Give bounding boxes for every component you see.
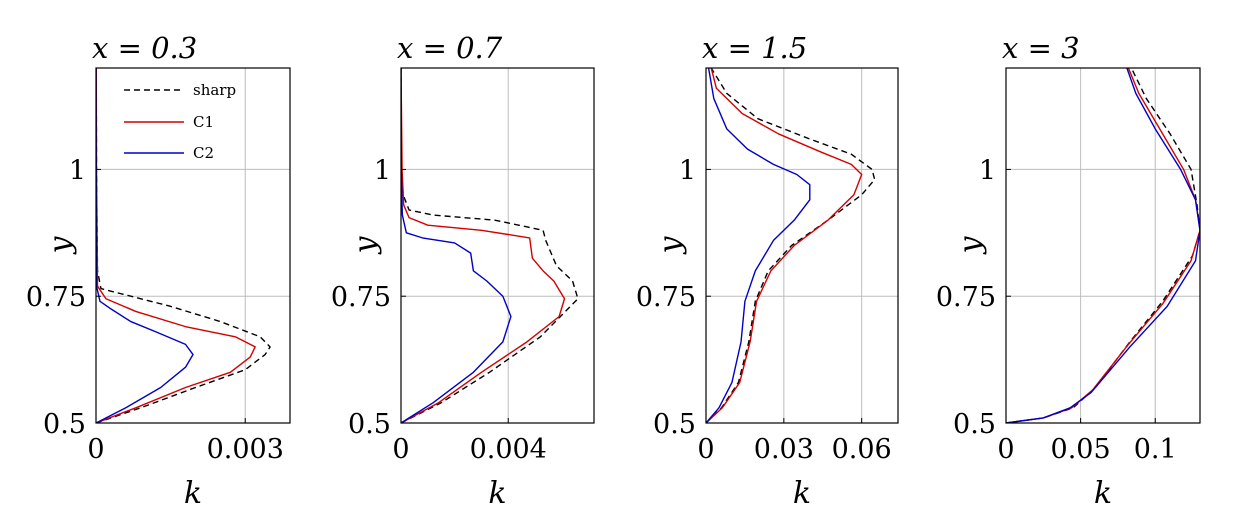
x-axis-label: k: [1094, 476, 1112, 511]
series-group: [1006, 68, 1200, 423]
legend-label-sharp: sharp: [193, 81, 236, 99]
series-line-sharp: [706, 68, 876, 423]
y-tick-label: 1: [374, 155, 391, 186]
x-axis-label: k: [184, 476, 202, 511]
series-line-c1: [1006, 68, 1200, 423]
series-line-sharp: [401, 68, 579, 423]
series-line-c1: [706, 68, 863, 423]
y-tick-label: 0.75: [636, 282, 696, 313]
y-axis-label: y: [653, 235, 688, 255]
x-tick-label: 0: [392, 434, 409, 465]
panel-1: 0 0.003 0.5 0.75 1 x = 0.3 k y sharp C1 C2: [26, 31, 291, 511]
panel-4: 0 0.05 0.1 0.5 0.75 1 x = 3 k y: [936, 31, 1201, 511]
series-line-c2: [96, 68, 194, 423]
y-tick-label: 1: [69, 155, 86, 186]
series-group: [96, 68, 271, 423]
axes-frame: [400, 67, 595, 424]
x-tick-label: 0.003: [207, 434, 284, 465]
axes-frame: [1005, 67, 1201, 424]
y-tick-label: 0.5: [43, 409, 86, 440]
x-tick-label: 0: [697, 434, 714, 465]
y-tick-label: 0.75: [331, 282, 391, 313]
chart-title: x = 0.7: [397, 31, 503, 65]
legend: sharp C1 C2: [124, 81, 236, 162]
series-group: [706, 68, 876, 423]
x-tick-label: 0: [87, 434, 104, 465]
x-tick-label: 0.004: [470, 434, 547, 465]
legend-label-c1: C1: [193, 113, 214, 131]
chart-title: x = 1.5: [702, 31, 807, 65]
series-line-sharp: [1006, 68, 1200, 423]
x-axis-label: k: [793, 476, 811, 511]
series-line-c2: [401, 68, 512, 423]
y-axis-label: y: [43, 235, 78, 255]
y-tick-label: 0.5: [653, 409, 696, 440]
y-axis-label: y: [953, 235, 988, 255]
y-tick-label: 0.75: [26, 282, 86, 313]
series-line-c1: [401, 68, 566, 423]
y-tick-label: 1: [979, 155, 996, 186]
y-tick-label: 1: [679, 155, 696, 186]
y-tick-label: 0.5: [953, 409, 996, 440]
y-axis-label: y: [348, 235, 383, 255]
x-tick-label: 0.06: [832, 434, 892, 465]
x-tick-label: 0.1: [1134, 434, 1177, 465]
chart-title: x = 3: [1002, 31, 1080, 65]
axes-frame: [705, 67, 899, 424]
axes-frame: [95, 67, 291, 424]
series-line-c2: [706, 68, 811, 423]
y-tick-label: 0.5: [348, 409, 391, 440]
y-tick-label: 0.75: [936, 282, 996, 313]
legend-label-c2: C2: [193, 144, 214, 162]
x-tick-label: 0: [997, 434, 1014, 465]
series-group: [401, 68, 579, 423]
x-tick-label: 0.03: [754, 434, 814, 465]
panel-3: 0 0.03 0.06 0.5 0.75 1 x = 1.5 k y: [636, 31, 899, 511]
series-line-sharp: [96, 68, 271, 423]
series-line-c2: [1006, 68, 1200, 423]
series-line-c1: [96, 68, 256, 423]
x-axis-label: k: [488, 476, 506, 511]
chart-title: x = 0.3: [92, 31, 197, 65]
x-tick-label: 0.05: [1051, 434, 1111, 465]
panel-2: 0 0.004 0.5 0.75 1 x = 0.7 k y: [331, 31, 595, 511]
